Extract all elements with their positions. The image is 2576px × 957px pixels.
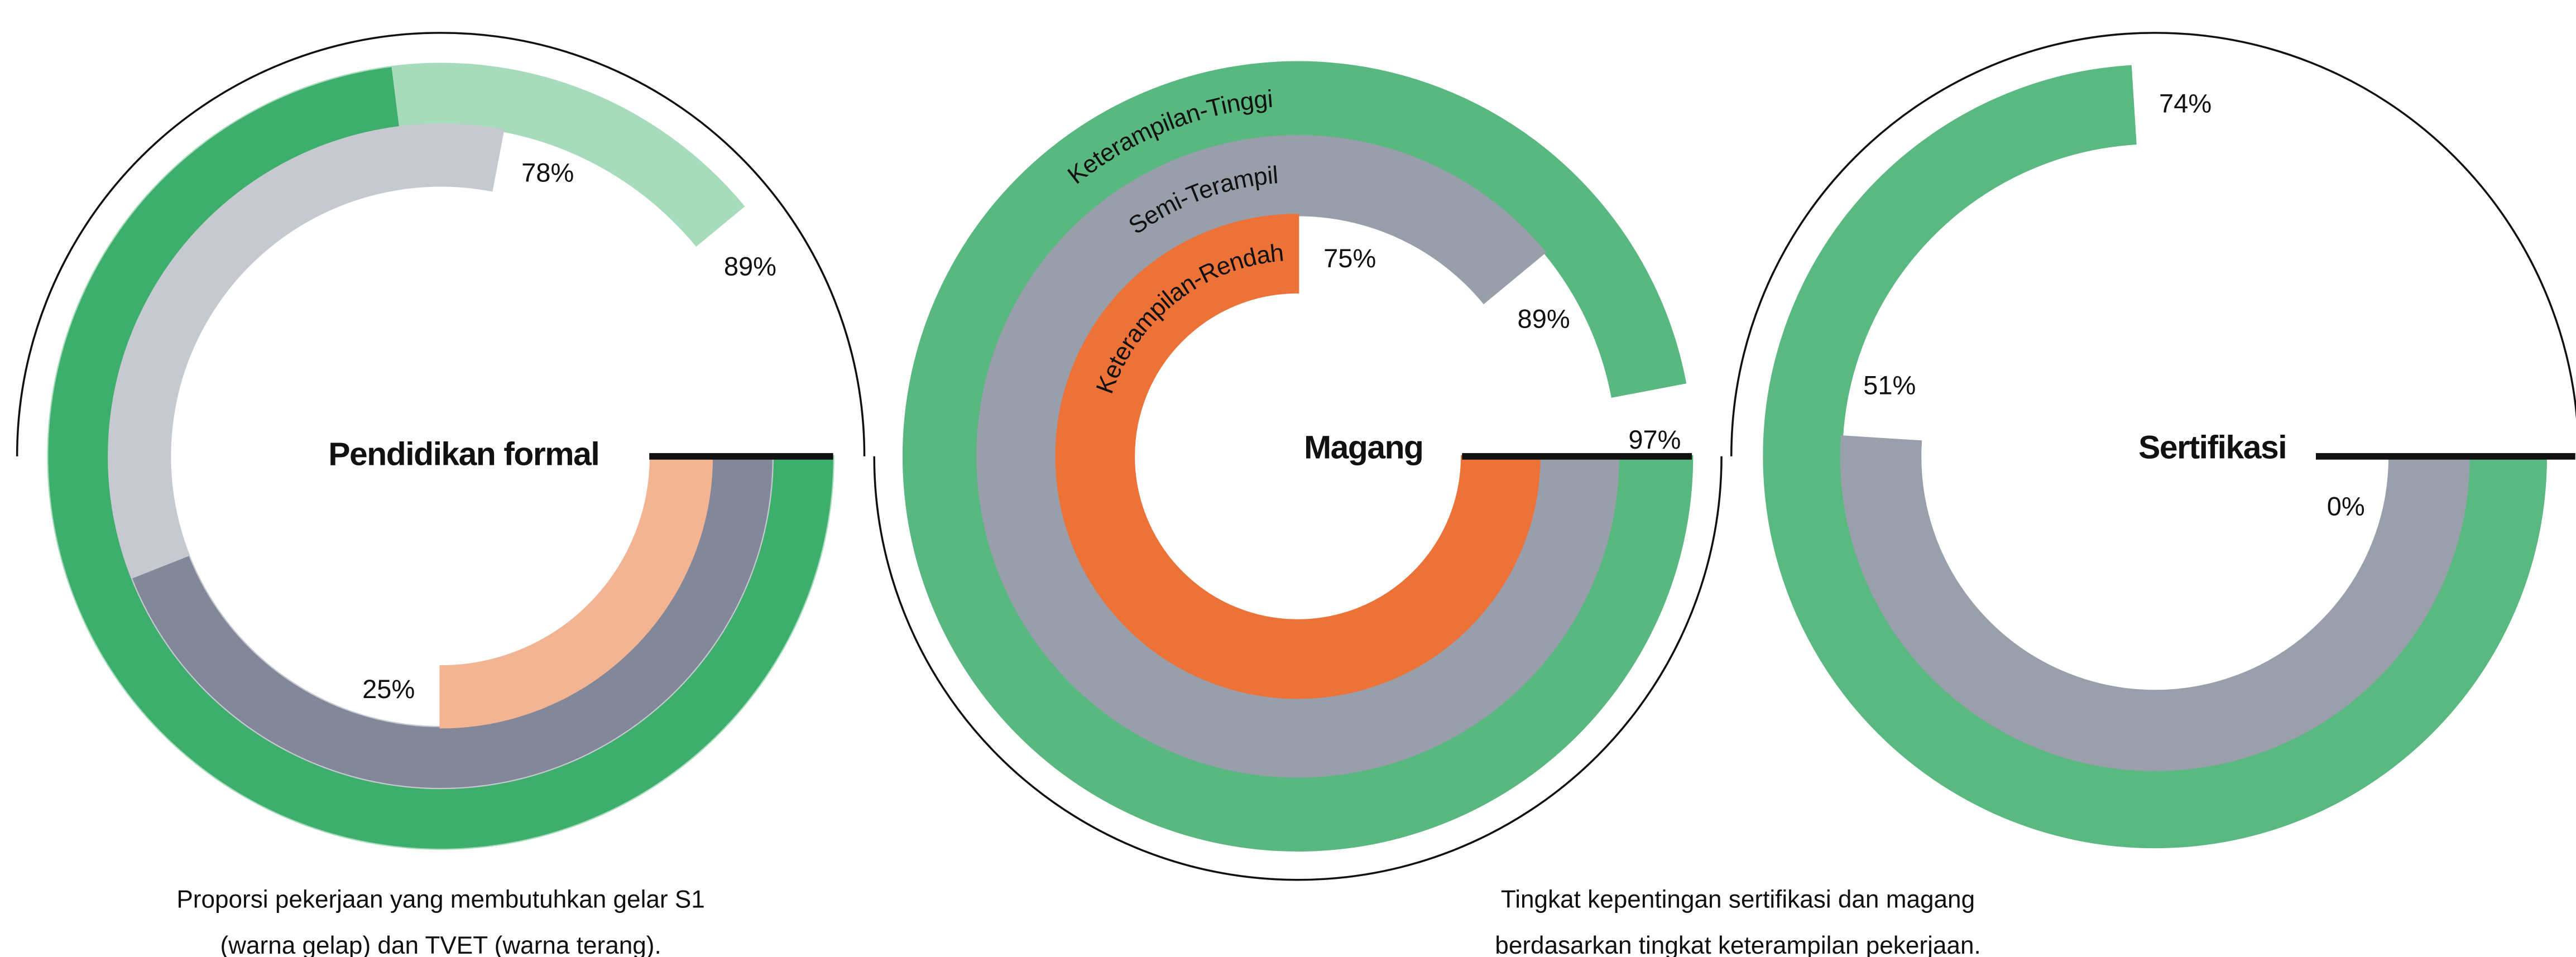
outline-arc — [873, 456, 1723, 881]
value-label: 89% — [1518, 304, 1570, 333]
value-label: 0% — [2327, 491, 2365, 521]
chart-title: Sertifikasi — [2138, 430, 2286, 466]
title-rule — [1462, 453, 1692, 460]
chart-title: Magang — [1304, 430, 1423, 466]
ring-bar — [1055, 214, 1541, 699]
caption: Tingkat kepentingan sertifikasi dan maga… — [1501, 886, 1975, 913]
value-label: 74% — [2159, 89, 2212, 118]
ring-bar — [1840, 435, 2470, 771]
caption: Proporsi pekerjaan yang membutuhkan gela… — [176, 886, 704, 913]
title-rule — [2315, 453, 2575, 460]
outline-arc — [16, 32, 866, 456]
value-label: 51% — [1863, 371, 1916, 400]
value-label: 78% — [521, 158, 574, 187]
value-label: 25% — [362, 674, 415, 704]
title-rule — [649, 453, 833, 460]
ring-bar — [439, 455, 713, 729]
value-label: 75% — [1323, 243, 1376, 273]
value-label: 97% — [1628, 425, 1681, 454]
value-label: 89% — [724, 251, 776, 281]
ring-bar-dark — [132, 456, 773, 788]
caption: (warna gelap) dan TVET (warna terang). — [220, 932, 661, 957]
outline-arc — [1730, 32, 2576, 456]
chart-title: Pendidikan formal — [328, 436, 599, 472]
caption: berdasarkan tingkat keterampilan pekerja… — [1495, 932, 1980, 957]
